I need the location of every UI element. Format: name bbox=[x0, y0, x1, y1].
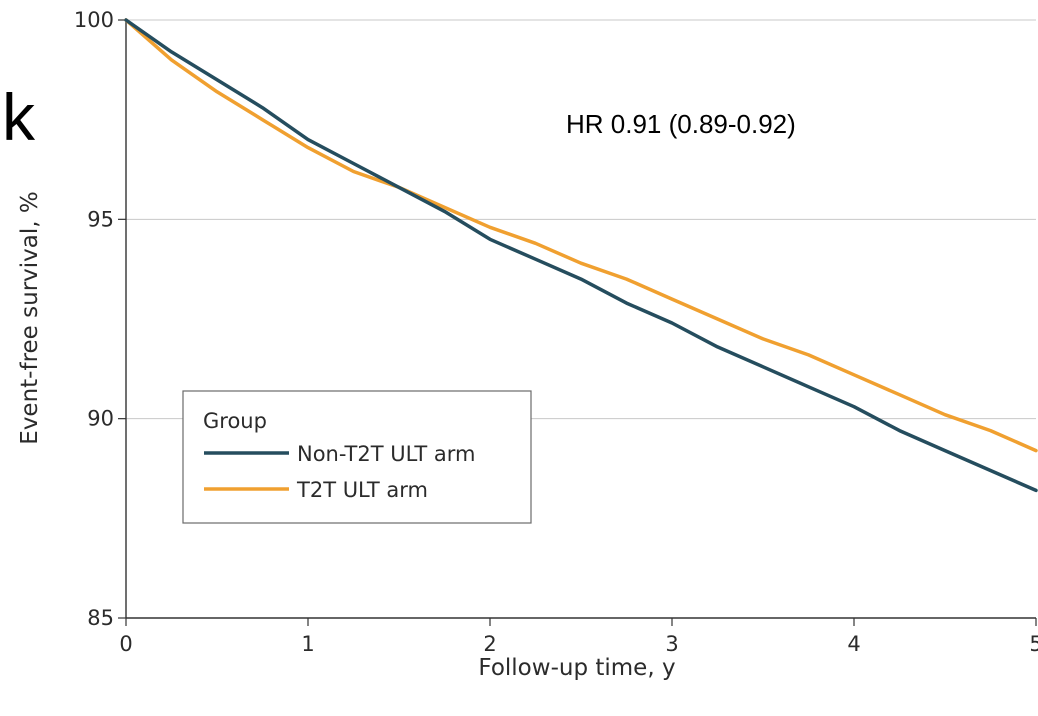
x-tick-label-1: 1 bbox=[301, 632, 314, 656]
x-tick-label-5: 5 bbox=[1029, 632, 1038, 656]
legend-title: Group bbox=[203, 409, 267, 433]
y-tick-label-95: 95 bbox=[87, 207, 114, 231]
series-lines bbox=[124, 18, 1038, 493]
cropped-text-fragment: k bbox=[2, 80, 35, 154]
tick-labels: 85 90 95 100 0 1 2 3 4 5 bbox=[74, 8, 1038, 656]
series-line-non-t2t bbox=[124, 18, 1038, 493]
y-tick-label-90: 90 bbox=[87, 407, 114, 431]
x-tick-label-0: 0 bbox=[119, 632, 132, 656]
y-axis-label: Event-free survival, % bbox=[17, 191, 43, 444]
gridlines bbox=[126, 19, 1036, 420]
y-tick-label-100: 100 bbox=[74, 8, 114, 32]
legend-label-non-t2t: Non-T2T ULT arm bbox=[297, 442, 475, 466]
hazard-ratio-annotation: HR 0.91 (0.89-0.92) bbox=[566, 109, 796, 139]
y-tick-label-85: 85 bbox=[87, 606, 114, 630]
legend: Group Non-T2T ULT arm T2T ULT arm bbox=[182, 390, 532, 524]
axes bbox=[118, 19, 1037, 626]
x-axis-label: Follow-up time, y bbox=[478, 655, 675, 681]
legend-label-t2t: T2T ULT arm bbox=[296, 478, 428, 502]
series-line-t2t bbox=[124, 18, 1038, 453]
x-tick-label-3: 3 bbox=[665, 632, 678, 656]
x-tick-label-4: 4 bbox=[847, 632, 860, 656]
legend-box bbox=[182, 390, 532, 524]
x-tick-label-2: 2 bbox=[483, 632, 496, 656]
